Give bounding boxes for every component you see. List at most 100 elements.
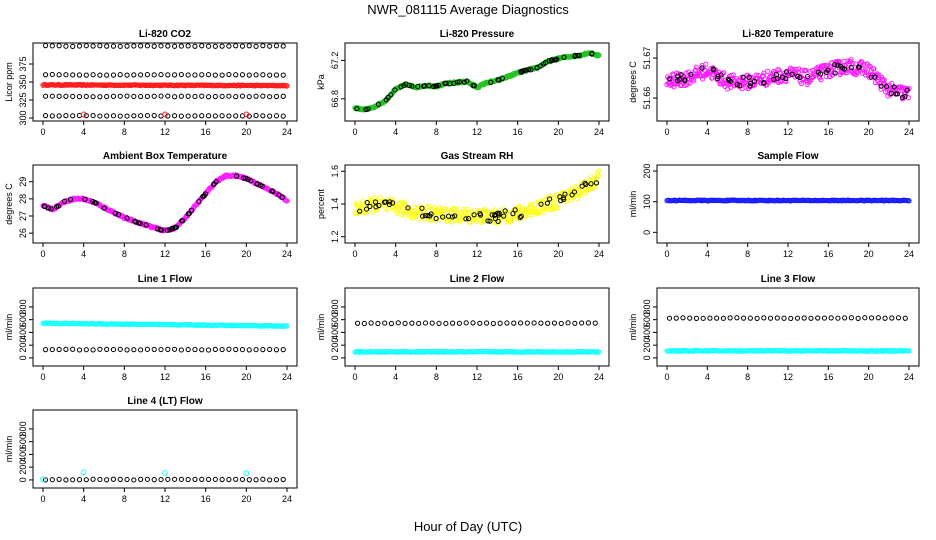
data-point [761,80,767,86]
data-point [426,83,432,89]
panel-9: Line 4 (LT) Flow ml/min 0 4 8 12 16 20 24 0 200400… [4,396,298,504]
data-point [383,97,389,103]
data-point [827,74,833,80]
data-point [491,207,497,213]
data-point [151,72,157,78]
data-point [485,218,491,224]
data-point [517,204,523,210]
y-tick-label: 67.2 [330,52,340,70]
panel-title: Li-820 Temperature [742,29,834,40]
data-point [80,111,87,118]
data-point [56,72,62,78]
data-point [517,214,523,221]
data-point [747,83,753,89]
panel-title: Line 1 Flow [138,274,193,285]
data-point [233,72,239,78]
y-tick-label: 51.66 [642,87,652,110]
data-point [382,320,388,326]
data-point [162,111,168,118]
data-point [426,203,432,210]
data-point [260,113,266,119]
data-point [185,113,191,119]
data-point [900,94,906,101]
data-point [421,83,427,89]
data-point [497,320,503,326]
data-point [837,63,844,69]
data-point [144,346,151,352]
series-group [40,172,290,234]
data-point [205,72,212,78]
data-point [415,83,421,90]
data-point [270,188,276,195]
data-point [454,79,460,85]
data-point [477,320,483,326]
data-point [682,78,688,84]
data-point [104,43,110,49]
data-point [904,87,910,93]
y-tick-label: 29 [18,177,28,187]
data-point [844,69,850,76]
y-tick-label: 0 [642,230,652,235]
data-point [679,82,685,88]
x-tick-label: 12 [472,127,482,137]
data-point [357,208,363,214]
x-tick-label: 12 [783,249,793,259]
data-point [783,78,789,85]
y-tick-label: 0 [18,477,28,482]
x-tick-label: 24 [904,127,914,137]
y-tick-label: 800 [18,299,28,314]
data-point [144,43,151,49]
data-point [855,64,862,70]
data-point [477,212,484,218]
data-point [192,113,198,119]
data-point [365,106,371,112]
data-point [205,94,212,100]
data-point [776,67,782,73]
data-point [276,192,282,198]
data-point [842,315,848,321]
x-tick-label: 12 [160,127,170,137]
data-point [558,198,564,204]
x-tick-label: 0 [664,372,669,382]
y-tick-label: 200 [642,338,652,353]
data-point [226,113,232,119]
data-point [97,94,103,100]
y-axis-label: ml/min [4,314,14,341]
x-tick-label: 8 [434,372,439,382]
y-tick-label: 27 [18,211,28,221]
data-point [280,113,286,119]
data-point [280,347,286,353]
data-point [470,320,476,326]
data-point [700,315,706,321]
data-point [131,72,137,78]
data-point [165,346,171,352]
data-point [795,73,801,79]
data-point [143,222,149,228]
x-tick-label: 20 [553,127,563,137]
data-point [372,195,378,201]
data-point [63,72,69,78]
data-point [451,205,458,212]
data-point [158,93,164,99]
data-point [574,195,580,202]
data-point [70,477,76,483]
x-tick-label: 12 [160,372,170,382]
data-point [554,56,560,62]
data-point [774,315,780,321]
data-point [185,476,191,483]
panel-3: Ambient Box Temperature degrees C 0 4 8 12 16 2… [4,151,298,259]
series-standard-mid-high [42,71,286,78]
data-point [110,346,117,353]
series-group [40,43,290,119]
data-point [433,215,439,222]
x-tick-label: 12 [472,249,482,259]
data-point [144,72,151,78]
y-tick-label: 1.6 [330,165,340,178]
x-tick-label: 4 [393,249,398,259]
data-point [138,113,144,119]
data-point [397,204,404,211]
data-point [435,208,442,215]
data-point [894,91,901,97]
data-point [409,320,415,326]
data-point [463,320,469,326]
